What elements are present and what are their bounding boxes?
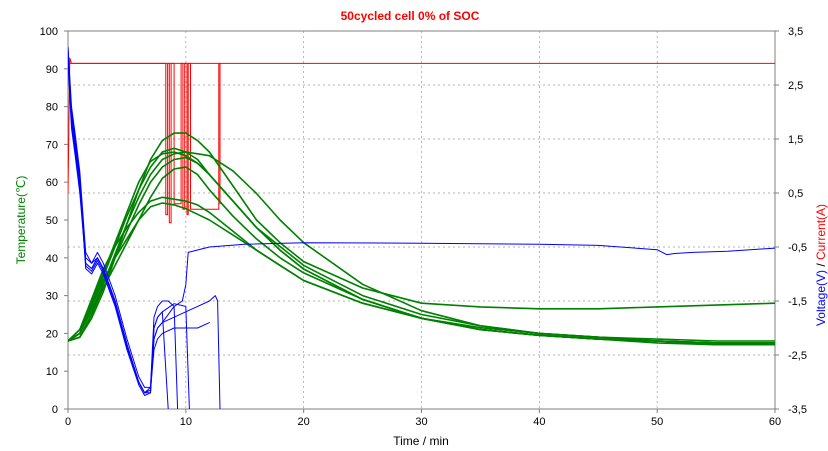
current-series-line-2 [68,62,221,224]
y-left-tick-label: 50 [46,215,58,227]
y-axis-left-label: Temperature(℃) [14,176,28,265]
x-tick-label: 40 [533,416,545,428]
y-left-tick-label: 100 [40,26,58,38]
y-right-tick-label: -1,5 [788,296,807,308]
y-right-tick-label: -0,5 [788,242,807,254]
y-axis-right-label-separator: / [814,260,828,270]
x-tick-label: 0 [65,416,71,428]
temperature-series-line-7 [68,202,775,344]
x-tick-label: 50 [651,416,663,428]
y-left-tick-label: 40 [46,253,58,265]
y-left-tick-label: 10 [46,366,58,378]
chart-title: 50cycled cell 0% of SOC [341,9,480,23]
x-tick-label: 60 [769,416,781,428]
voltage-series-line-5 [68,62,210,394]
y-left-tick-label: 30 [46,291,58,303]
y-right-tick-label: 0,5 [788,188,803,200]
y-left-tick-label: 60 [46,177,58,189]
temperature-series-line-8 [68,151,775,346]
voltage-series-line-6 [68,52,221,409]
y-left-tick-label: 0 [52,404,58,416]
y-right-tick-label: 1,5 [788,134,803,146]
y-right-tick-label: 3,5 [788,26,803,38]
y-left-tick-label: 80 [46,102,58,114]
y-right-tick-label: 2,5 [788,80,803,92]
y-left-tick-label: 90 [46,64,58,76]
y-axis-right-label: Voltage(V) / Current(A) [814,204,828,326]
ticks: -3,5 -2,5 -1,5 -0,5 0,5 1,5 2,5 3,5 0 10 20 30 40 50 6… [40,26,807,428]
x-axis-label: Time / min [393,434,449,448]
y-left-tick-label: 70 [46,139,58,151]
grid [68,31,775,409]
y-right-tick-label: -2,5 [788,350,807,362]
y-right-tick-label: -3,5 [788,404,807,416]
x-tick-label: 30 [415,416,427,428]
y-left-tick-label: 20 [46,328,58,340]
x-tick-label: 10 [180,416,192,428]
x-tick-label: 20 [298,416,310,428]
y-axis-right-label-voltage: Voltage(V) [814,270,828,326]
voltage-series-group [68,46,775,409]
y-axis-right-label-current: Current(A) [814,204,828,260]
temperature-series-group [68,132,775,346]
